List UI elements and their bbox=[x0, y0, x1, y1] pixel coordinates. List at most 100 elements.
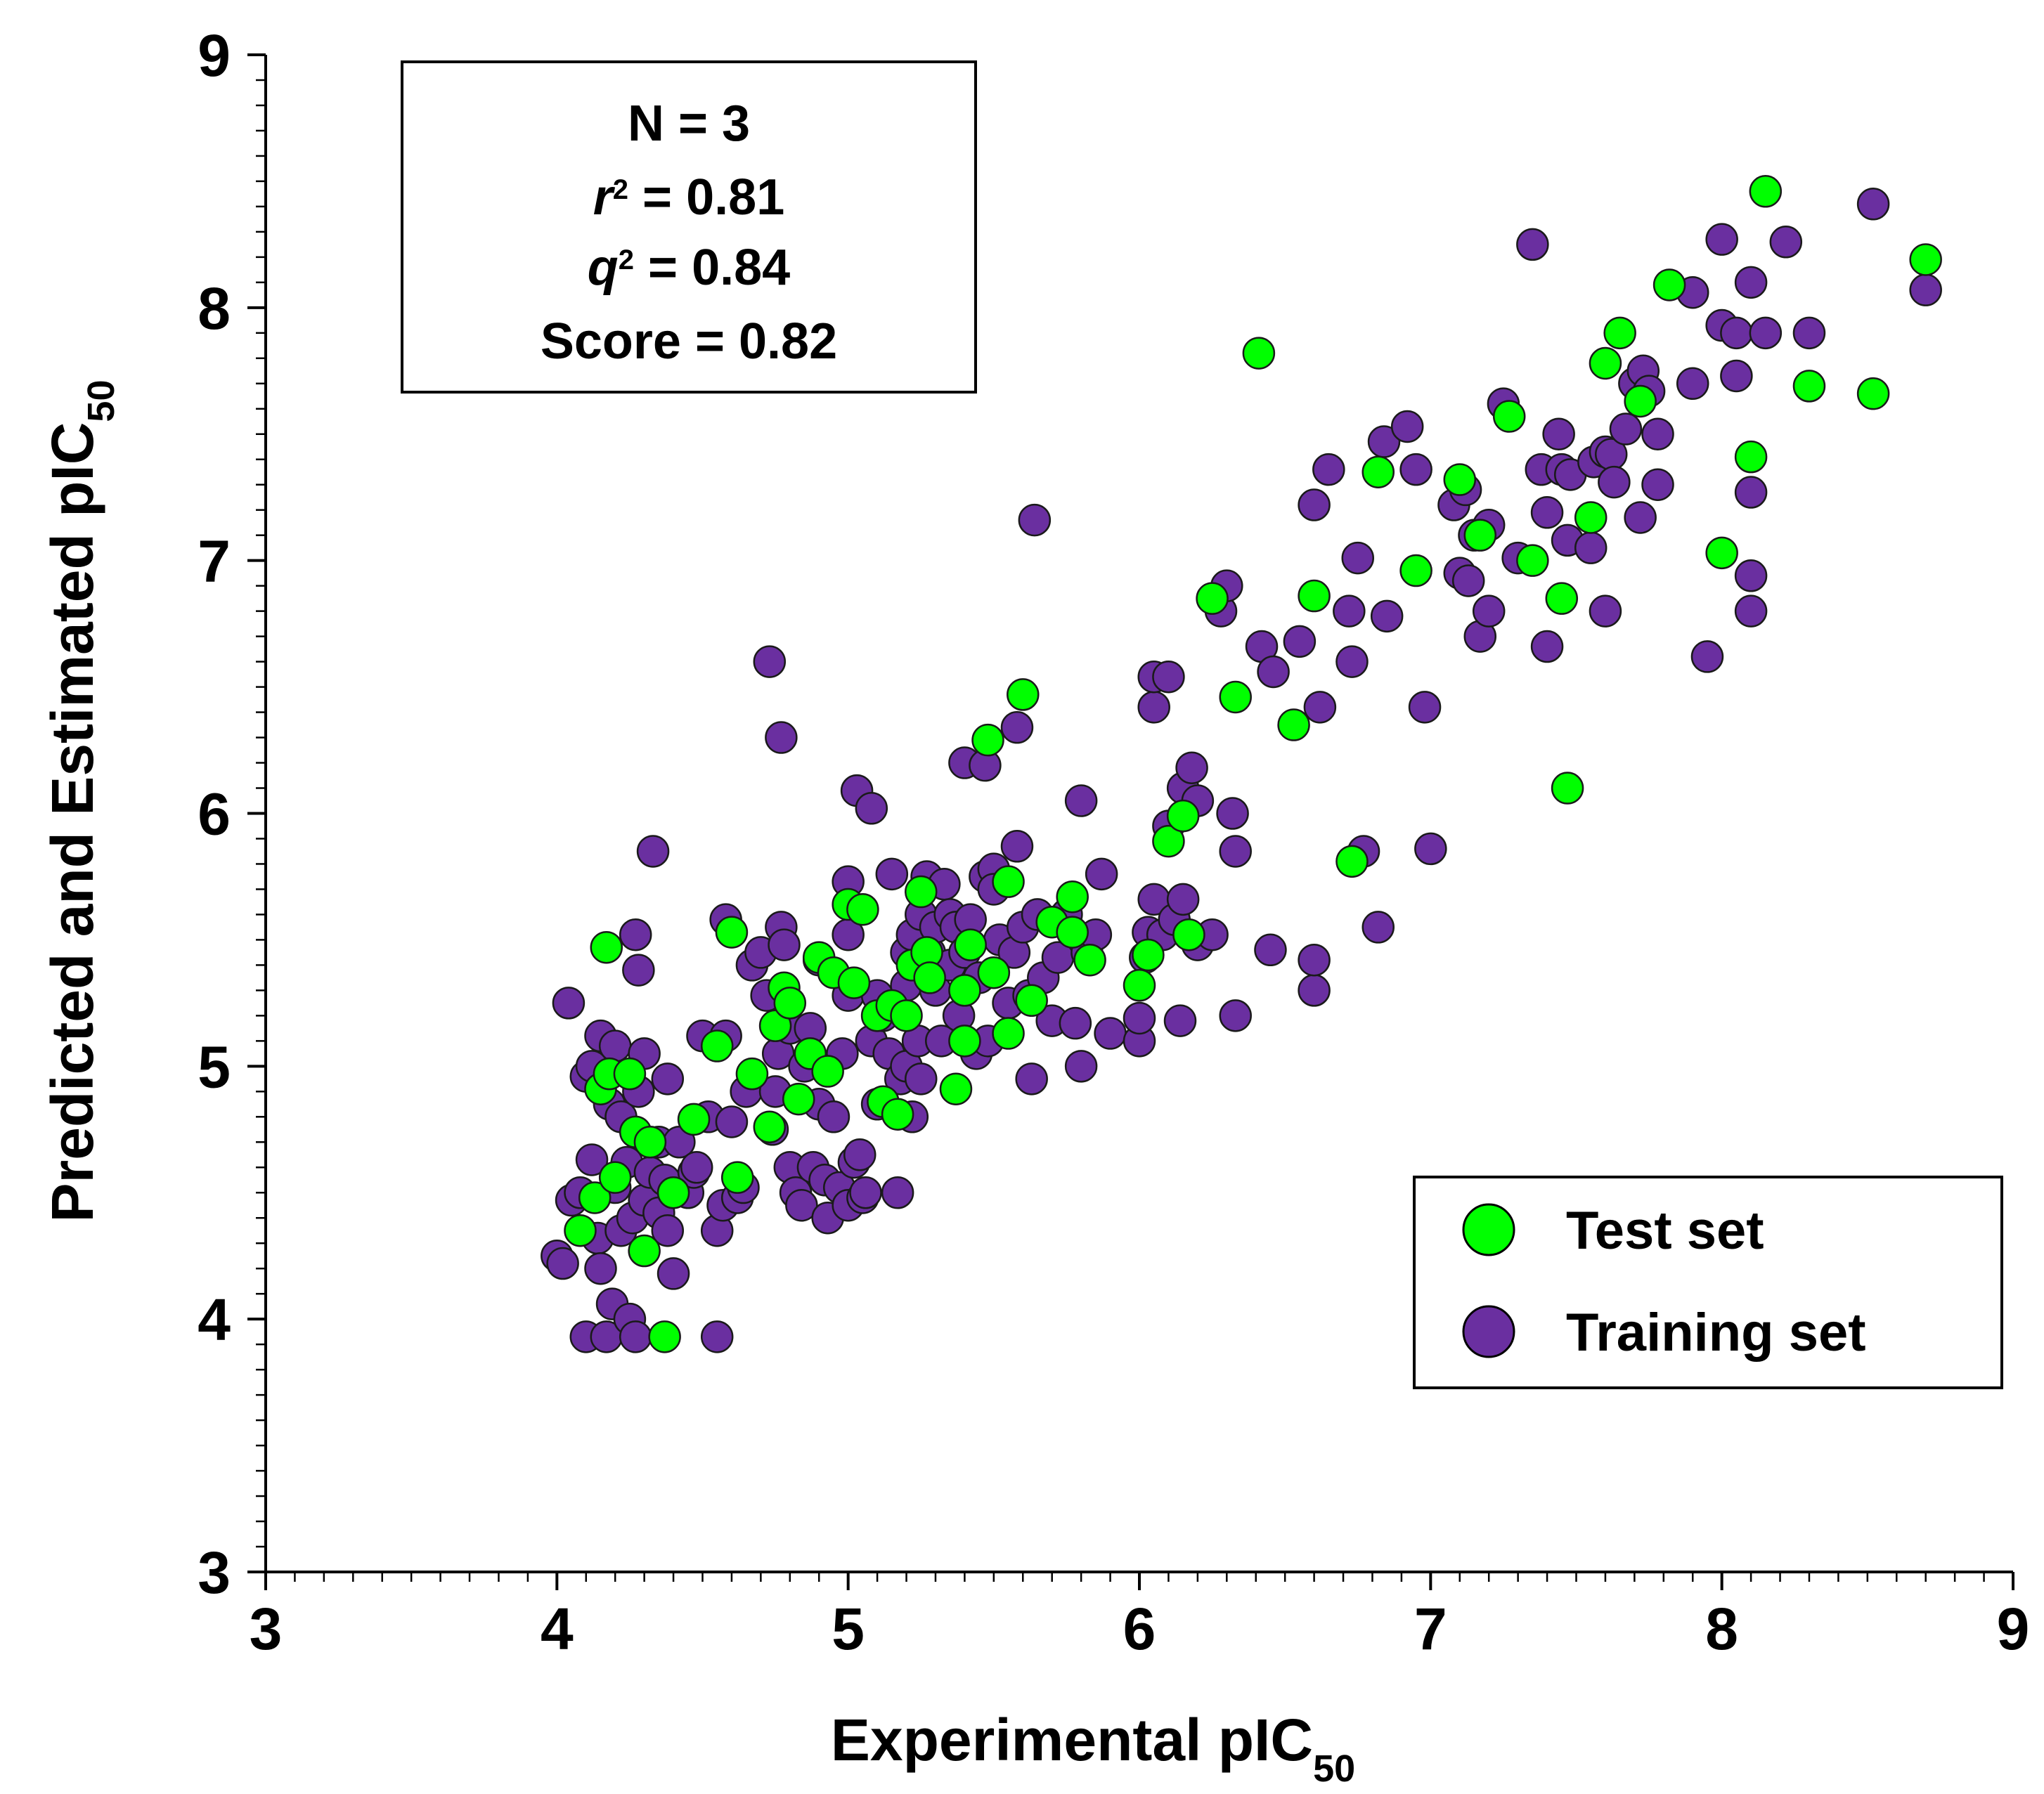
point-training-set bbox=[1254, 933, 1287, 967]
point-test-set bbox=[992, 1017, 1025, 1050]
point-test-set bbox=[720, 1161, 754, 1194]
point-training-set bbox=[1516, 228, 1549, 261]
point-training-set bbox=[1530, 630, 1564, 663]
point-training-set bbox=[1734, 594, 1768, 628]
point-training-set bbox=[1094, 1017, 1127, 1050]
point-training-set bbox=[1530, 496, 1564, 529]
point-training-set bbox=[680, 1151, 713, 1184]
x-tick-label: 8 bbox=[1705, 1596, 1738, 1662]
point-test-set bbox=[971, 723, 1004, 757]
point-training-set bbox=[1000, 830, 1034, 863]
point-training-set bbox=[1312, 453, 1345, 486]
y-tick-label: 4 bbox=[198, 1287, 231, 1353]
point-test-set bbox=[1152, 824, 1185, 858]
y-tick-label: 9 bbox=[198, 22, 231, 89]
point-test-set bbox=[1056, 880, 1089, 914]
y-tick-label: 5 bbox=[198, 1034, 231, 1100]
point-training-set bbox=[1085, 857, 1118, 891]
point-test-set bbox=[1132, 938, 1165, 972]
point-training-set bbox=[1598, 465, 1631, 499]
point-test-set bbox=[1652, 268, 1686, 301]
point-test-set bbox=[837, 966, 871, 999]
point-test-set bbox=[1551, 772, 1584, 805]
point-test-set bbox=[1073, 943, 1106, 977]
point-test-set bbox=[564, 1214, 597, 1247]
point-test-set bbox=[1463, 519, 1497, 552]
point-training-set bbox=[1451, 564, 1485, 597]
point-test-set bbox=[1856, 377, 1890, 410]
stats-q2-symbol: q bbox=[588, 240, 619, 296]
point-training-set bbox=[905, 1062, 938, 1096]
point-test-set bbox=[1166, 799, 1200, 833]
point-training-set bbox=[1298, 488, 1331, 521]
legend-marker-test bbox=[1462, 1203, 1515, 1256]
point-training-set bbox=[656, 1257, 690, 1290]
x-axis-title-sub: 50 bbox=[1313, 1748, 1355, 1790]
point-test-set bbox=[1589, 346, 1622, 380]
point-training-set bbox=[1749, 316, 1783, 350]
point-test-set bbox=[1749, 175, 1783, 208]
y-tick-label: 7 bbox=[198, 528, 231, 594]
y-tick-label: 8 bbox=[198, 275, 231, 342]
point-test-set bbox=[677, 1103, 711, 1136]
point-training-set bbox=[1219, 999, 1252, 1032]
point-test-set bbox=[1603, 316, 1636, 350]
stats-box: N = 3 r2 = 0.81 q2 = 0.84 Score = 0.82 bbox=[401, 60, 977, 394]
point-test-set bbox=[1705, 536, 1738, 570]
point-test-set bbox=[1007, 678, 1040, 711]
x-tick-label: 9 bbox=[1997, 1596, 2030, 1662]
stats-box-frame bbox=[401, 60, 977, 394]
point-test-set bbox=[1492, 400, 1526, 433]
point-test-set bbox=[578, 1181, 612, 1214]
point-test-set bbox=[913, 961, 946, 994]
stats-r2-symbol: r bbox=[593, 169, 616, 226]
point-training-set bbox=[1018, 503, 1052, 537]
point-test-set bbox=[782, 1082, 815, 1116]
point-training-set bbox=[1163, 1004, 1197, 1037]
point-test-set bbox=[633, 1126, 667, 1159]
x-tick-label: 4 bbox=[541, 1596, 574, 1662]
point-test-set bbox=[948, 974, 981, 1007]
point-test-set bbox=[1443, 463, 1477, 496]
point-training-set bbox=[753, 645, 787, 678]
point-test-set bbox=[628, 1234, 661, 1268]
point-training-set bbox=[636, 835, 670, 868]
point-training-set bbox=[765, 721, 798, 754]
point-training-set bbox=[715, 1105, 749, 1138]
point-training-set bbox=[1219, 835, 1252, 868]
stats-q2-sup: 2 bbox=[619, 245, 634, 275]
point-test-set bbox=[890, 999, 923, 1032]
legend-marker-training bbox=[1462, 1305, 1515, 1358]
ticks bbox=[247, 53, 2014, 1590]
point-training-set bbox=[546, 1247, 579, 1280]
legend: Test set Training set bbox=[1413, 1176, 2003, 1389]
point-test-set bbox=[977, 956, 1011, 989]
point-training-set bbox=[1015, 1062, 1048, 1096]
point-training-set bbox=[1064, 784, 1098, 817]
point-training-set bbox=[1361, 911, 1395, 944]
point-training-set bbox=[1298, 974, 1331, 1007]
point-test-set bbox=[590, 930, 623, 964]
point-training-set bbox=[1333, 594, 1366, 628]
point-test-set bbox=[1196, 582, 1229, 615]
x-tick-label: 6 bbox=[1123, 1596, 1156, 1662]
point-training-set bbox=[1734, 559, 1768, 592]
point-test-set bbox=[1219, 680, 1252, 714]
point-training-set bbox=[875, 857, 909, 891]
point-training-set bbox=[1303, 691, 1337, 724]
x-axis-title: Experimental pIC50 bbox=[831, 1707, 1355, 1790]
point-test-set bbox=[735, 1057, 769, 1091]
point-training-set bbox=[1390, 410, 1424, 443]
point-training-set bbox=[651, 1214, 685, 1247]
point-training-set bbox=[700, 1320, 734, 1353]
point-test-set bbox=[1361, 455, 1395, 488]
point-test-set bbox=[1516, 544, 1549, 577]
point-test-set bbox=[648, 1320, 681, 1353]
point-training-set bbox=[1641, 468, 1674, 501]
point-training-set bbox=[619, 1320, 652, 1353]
stats-r2: r2 = 0.81 bbox=[593, 169, 784, 226]
point-training-set bbox=[1589, 594, 1622, 628]
y-axis-title-sub: 50 bbox=[80, 380, 122, 422]
point-test-set bbox=[1399, 554, 1432, 587]
point-training-set bbox=[1216, 797, 1249, 830]
